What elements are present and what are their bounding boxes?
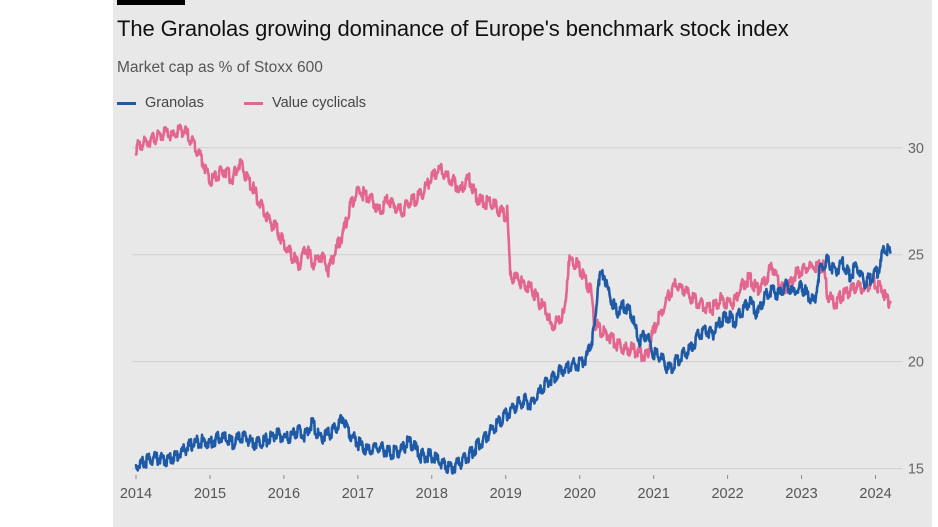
y-tick-label: 15 — [908, 462, 924, 478]
header-accent-bar — [117, 0, 185, 5]
right-margin-panel — [932, 0, 938, 527]
gridlines — [132, 147, 902, 470]
legend-label-value-cyclicals: Value cyclicals — [272, 95, 367, 111]
legend-swatch-granolas — [117, 101, 136, 105]
series-line-value-cyclicals — [134, 123, 892, 363]
legend-item-granolas: Granolas — [117, 95, 204, 111]
left-margin-panel — [0, 0, 113, 527]
x-axis-tick-labels: 2014 2015 2016 2017 2018 2019 2020 2021 2022 2023… — [120, 475, 892, 502]
line-chart: 15 20 25 30 2014 2015 2016 2017 2018 2019 2020 202… — [120, 123, 924, 502]
legend-swatch-value-cyclicals — [244, 101, 263, 105]
x-tick-label: 2015 — [194, 486, 226, 502]
x-tick-label: 2023 — [785, 486, 817, 502]
y-tick-label: 25 — [908, 248, 924, 264]
legend-label-granolas: Granolas — [145, 95, 204, 111]
series-line-granolas — [134, 243, 892, 475]
x-tick-label: 2018 — [416, 486, 448, 502]
x-tick-label: 2021 — [638, 486, 670, 502]
x-tick-label: 2022 — [711, 486, 743, 502]
x-tick-label: 2019 — [490, 486, 522, 502]
x-tick-label: 2014 — [120, 486, 152, 502]
x-tick-label: 2017 — [342, 486, 374, 502]
y-axis-tick-labels: 15 20 25 30 — [908, 141, 924, 478]
y-tick-label: 20 — [908, 355, 924, 371]
x-tick-label: 2024 — [859, 486, 891, 502]
x-tick-label: 2020 — [564, 486, 596, 502]
chart-subtitle: Market cap as % of Stoxx 600 — [117, 59, 323, 76]
y-tick-label: 30 — [908, 141, 924, 157]
legend-item-value-cyclicals: Value cyclicals — [244, 95, 366, 111]
x-tick-label: 2016 — [268, 486, 300, 502]
series-lines — [134, 123, 892, 475]
chart-title: The Granolas growing dominance of Europe… — [117, 16, 789, 41]
